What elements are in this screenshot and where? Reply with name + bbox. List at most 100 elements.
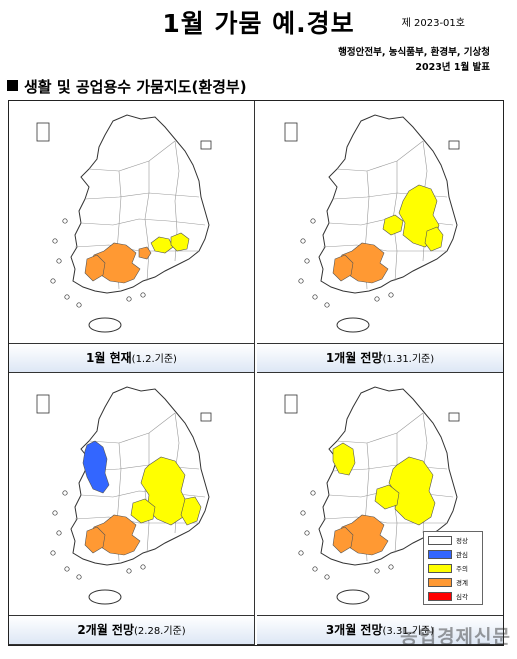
small-island <box>62 490 68 496</box>
drought-map-2month <box>9 373 254 615</box>
district-boundary <box>144 433 150 554</box>
small-island <box>304 530 310 536</box>
caption-label: 2개월 전망 <box>77 623 135 637</box>
small-island <box>52 510 58 516</box>
legend-item-normal: 정상 <box>424 533 482 546</box>
panel-caption-2month: 2개월 전망(2.28.기준) <box>9 615 254 645</box>
jeju-island <box>88 317 122 333</box>
legend-item-warning: 경계 <box>424 575 482 588</box>
watermark-text: 농업경제신문 <box>400 626 511 648</box>
legend-swatch <box>428 536 452 545</box>
jeju-island <box>336 589 370 605</box>
ulleung-island <box>200 412 212 422</box>
legend-swatch <box>428 578 452 587</box>
small-island <box>50 278 56 284</box>
map-panel-3month: 정상 관심 주의 경계 심각 3개월 전망(3.31.기준) <box>257 373 503 645</box>
caution-region <box>424 226 444 252</box>
mainland-outline <box>318 114 458 294</box>
small-island <box>324 574 330 580</box>
legend-item-attention: 관심 <box>424 547 482 560</box>
caption-date: (2.28.기준) <box>134 626 186 637</box>
legend-swatch <box>428 564 452 573</box>
ulleung-island <box>448 412 460 422</box>
issue-date: 2023년 1월 발표 <box>415 62 490 73</box>
small-island <box>76 574 82 580</box>
small-island <box>304 258 310 264</box>
caution-region <box>180 496 202 526</box>
caution-region <box>382 214 404 236</box>
small-island <box>64 294 70 300</box>
legend-swatch <box>428 592 452 601</box>
west-sea-islands <box>36 394 50 414</box>
small-island <box>126 568 132 574</box>
section-title: 생활 및 공업용수 가뭄지도(환경부) <box>24 78 247 96</box>
warning-region <box>84 526 106 554</box>
section-heading: 생활 및 공업용수 가뭄지도(환경부) <box>7 76 247 97</box>
small-island <box>300 510 306 516</box>
caution-region <box>170 232 190 252</box>
small-island <box>52 238 58 244</box>
small-island <box>324 302 330 308</box>
korea-map-svg <box>284 114 460 333</box>
small-island <box>310 490 316 496</box>
legend-label: 주의 <box>456 565 468 573</box>
legend-label: 정상 <box>456 537 468 545</box>
warning-region <box>332 254 354 282</box>
page-title: 1월 가뭄 예.경보 <box>162 9 355 38</box>
small-island <box>374 296 380 302</box>
korea-map-svg <box>284 386 460 605</box>
small-island <box>140 564 146 570</box>
jeju-island <box>88 589 122 605</box>
small-island <box>388 564 394 570</box>
district-boundary <box>88 140 176 172</box>
korea-map-svg <box>36 114 212 333</box>
ulleung-island <box>200 140 212 150</box>
small-island <box>374 568 380 574</box>
small-island <box>140 292 146 298</box>
square-bullet-icon <box>7 80 18 91</box>
caption-label: 1개월 전망 <box>325 351 383 365</box>
small-island <box>310 218 316 224</box>
west-sea-islands <box>284 394 298 414</box>
district-boundary <box>336 412 424 444</box>
small-island <box>126 296 132 302</box>
caution-region <box>388 456 436 526</box>
panel-caption-3month: 3개월 전망(3.31.기준) <box>257 615 503 645</box>
small-island <box>312 566 318 572</box>
district-boundary <box>88 412 176 444</box>
panel-caption-current: 1월 현재(1.2.기준) <box>9 343 254 373</box>
small-island <box>76 302 82 308</box>
korea-map-svg <box>36 386 212 605</box>
district-boundary <box>336 140 424 172</box>
attention-region <box>82 440 110 494</box>
ulleung-island <box>448 140 460 150</box>
legend-label: 경계 <box>456 579 468 587</box>
district-boundary <box>144 161 150 282</box>
small-island <box>56 258 62 264</box>
caution-region <box>130 498 156 524</box>
legend-item-serious: 심각 <box>424 589 482 602</box>
district-boundary <box>322 516 447 524</box>
drought-map-current <box>9 101 254 343</box>
small-island <box>312 294 318 300</box>
map-panel-1month: 1개월 전망(1.31.기준) <box>257 101 503 373</box>
caption-date: (1.2.기준) <box>131 354 177 365</box>
issuing-agencies: 행정안전부, 농식품부, 환경부, 기상청 <box>338 47 490 58</box>
small-island <box>298 550 304 556</box>
west-sea-islands <box>284 122 298 142</box>
legend-swatch <box>428 550 452 559</box>
small-island <box>56 530 62 536</box>
document-number: 제 2023-01호 <box>401 18 465 29</box>
district-boundary <box>80 218 206 226</box>
panel-caption-1month: 1개월 전망(1.31.기준) <box>257 343 503 373</box>
district-boundary <box>322 244 447 252</box>
small-island <box>300 238 306 244</box>
small-island <box>388 292 394 298</box>
legend-label: 심각 <box>456 593 468 601</box>
small-island <box>298 278 304 284</box>
caption-date: (1.31.기준) <box>382 354 435 365</box>
drought-map-grid: 1월 현재(1.2.기준) 1개월 전망(1.31.기준) <box>8 100 504 646</box>
small-island <box>50 550 56 556</box>
legend-label: 관심 <box>456 551 468 559</box>
map-panel-current: 1월 현재(1.2.기준) <box>9 101 255 373</box>
